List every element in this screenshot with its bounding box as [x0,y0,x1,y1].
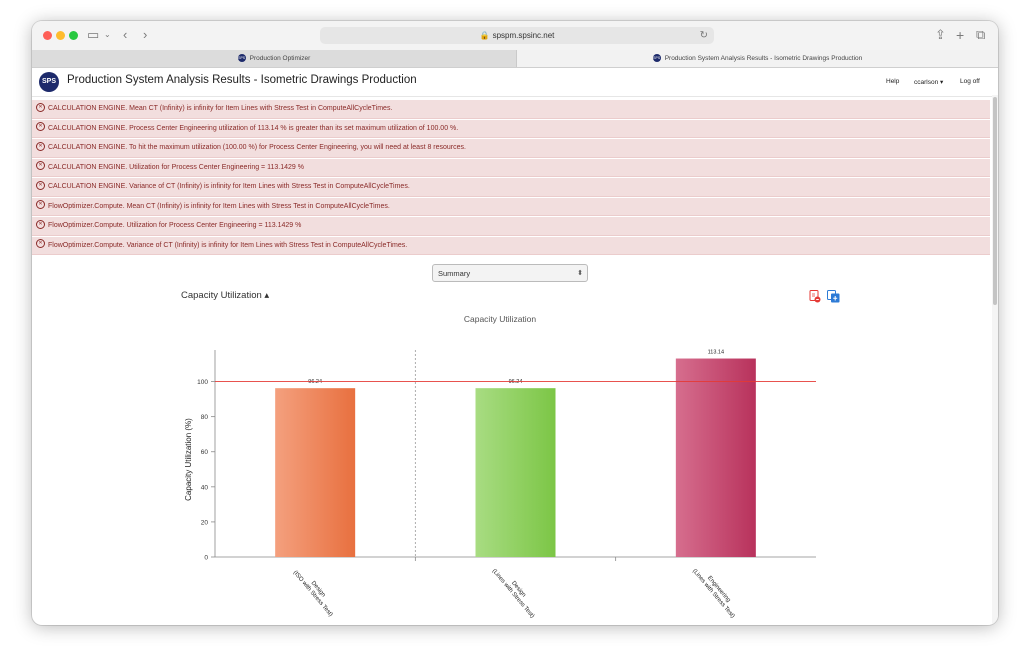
error-circle-icon: ✕ [36,219,45,229]
minimize-window-button[interactable] [56,31,65,40]
sidebar-toggle-icon[interactable]: ▭ [87,27,100,42]
alert-message: ✕ FlowOptimizer.Compute. Mean CT (Infinit… [32,197,990,216]
error-circle-icon: ✕ [36,141,45,151]
lock-icon: 🔒 [479,31,490,40]
alert-text: CALCULATION ENGINE. Mean CT (Infinity) i… [48,105,393,112]
section-toggle-capacity-utilization[interactable]: Capacity Utilization ▴ [181,290,270,301]
tab-overview-icon[interactable]: ⧉ [976,27,986,42]
error-circle-icon: ✕ [36,161,45,171]
page-title: Production System Analysis Results - Iso… [67,74,417,86]
tab-analysis-results[interactable]: SPS Production System Analysis Results - … [517,50,998,67]
address-bar-url: spspm.spsinc.net [492,31,555,40]
maximize-window-button[interactable] [69,31,78,40]
error-circle-icon: ✕ [36,200,45,210]
error-circle-icon: ✕ [36,102,45,112]
tab-label: Production System Analysis Results - Iso… [664,55,863,62]
error-circle-icon: ✕ [36,180,45,190]
bar-data-label: 113.14 [708,350,724,356]
alert-message: ✕ CALCULATION ENGINE. Mean CT (Infinity) … [32,100,990,119]
bar-data-label: 96.24 [509,379,523,385]
share-icon[interactable]: ⇪ [935,27,946,42]
select-arrows-icon: ⬍ [577,270,583,277]
alert-text: CALCULATION ENGINE. Process Center Engin… [48,124,459,132]
alert-message: ✕ CALCULATION ENGINE. Utilization for Pro… [32,158,990,177]
reload-icon[interactable]: ↻ [699,30,708,41]
alert-text: CALCULATION ENGINE. To hit the maximum u… [48,144,466,151]
alert-text: CALCULATION ENGINE. Variance of CT (Infi… [48,183,410,190]
error-circle-icon: ✕ [36,239,45,249]
alert-text: FlowOptimizer.Compute. Mean CT (Infinity… [48,202,390,210]
alert-text: FlowOptimizer.Compute. Utilization for P… [48,222,302,229]
y-tick-label: 0 [204,555,208,562]
capacity-utilization-chart: 0 20 40 60 80 100 Capacity Utilization (%) 96.2… [184,350,816,620]
x-category-label: Engineering(Lines with Stress Test) [691,564,741,620]
y-tick-label: 40 [201,484,209,491]
y-tick-label: 20 [201,519,209,526]
bar-1 [275,388,356,557]
sps-logo[interactable]: SPS [39,72,59,92]
close-window-button[interactable] [43,31,52,40]
user-menu[interactable]: ccarlson ▾ [914,79,944,86]
bar-2 [475,388,556,557]
help-link[interactable]: Help [886,78,900,85]
back-icon[interactable]: ‹ [123,27,128,42]
tab-bar: SPS Production Optimizer SPS Production Sy… [32,50,998,68]
alert-message: ✕ CALCULATION ENGINE. Process Center Engi… [32,119,990,138]
y-tick-label: 100 [197,379,208,386]
pdf-export-icon[interactable] [809,290,821,303]
x-category-label-line: (ISO with Stress Test) [292,570,334,618]
sps-favicon-icon: SPS [652,54,661,63]
address-bar[interactable]: 🔒 spspm.spsinc.net ↻ [320,27,714,44]
sps-favicon-icon: SPS [237,54,246,63]
bar-3 [675,358,756,557]
view-select[interactable]: Summary ⬍ [432,264,588,282]
alerts-list: ✕ CALCULATION ENGINE. Mean CT (Infinity) … [32,100,990,256]
forward-icon[interactable]: › [143,27,148,42]
y-tick-label: 80 [201,414,209,421]
view-select-value: Summary [438,269,471,278]
log-off-link[interactable]: Log off [960,78,980,85]
alert-text: FlowOptimizer.Compute. Variance of CT (I… [48,241,408,249]
new-tab-icon[interactable]: + [956,27,965,43]
error-circle-icon: ✕ [36,122,45,132]
copy-export-icon[interactable] [827,290,840,303]
browser-window: ▭ ⌄ ‹ › 🔒 spspm.spsinc.net ↻ ⇪ + ⧉ SPS Pro… [32,21,998,625]
browser-titlebar: ▭ ⌄ ‹ › 🔒 spspm.spsinc.net ↻ ⇪ + ⧉ [32,21,998,50]
alert-message: ✕ FlowOptimizer.Compute. Utilization for … [32,217,990,236]
scrollbar-thumb[interactable] [993,97,997,305]
x-category-label: Design(ISO with Stress Test) [292,565,339,618]
alert-message: ✕ FlowOptimizer.Compute. Variance of CT (… [32,236,990,255]
app-header: SPS Production System Analysis Results -… [32,68,992,97]
chevron-down-icon[interactable]: ⌄ [104,30,111,39]
x-category-label-line: (Lines with Stress Test) [491,568,535,619]
tab-production-optimizer[interactable]: SPS Production Optimizer [32,50,517,67]
y-axis-label: Capacity Utilization (%) [184,418,193,501]
alert-message: ✕ CALCULATION ENGINE. To hit the maximum … [32,139,990,158]
alert-text: CALCULATION ENGINE. Utilization for Proc… [48,163,304,171]
x-category-label: Design(Lines with Stress Test) [491,564,541,620]
bar-data-label: 96.24 [308,379,322,385]
tab-label: Production Optimizer [249,55,311,62]
page-scrollbar[interactable] [992,95,998,625]
chart-title: Capacity Utilization [463,314,537,324]
y-tick-label: 60 [201,449,209,456]
x-category-label-line: (Lines with Stress Test) [691,568,735,619]
alert-message: ✕ CALCULATION ENGINE. Variance of CT (Inf… [32,178,990,197]
